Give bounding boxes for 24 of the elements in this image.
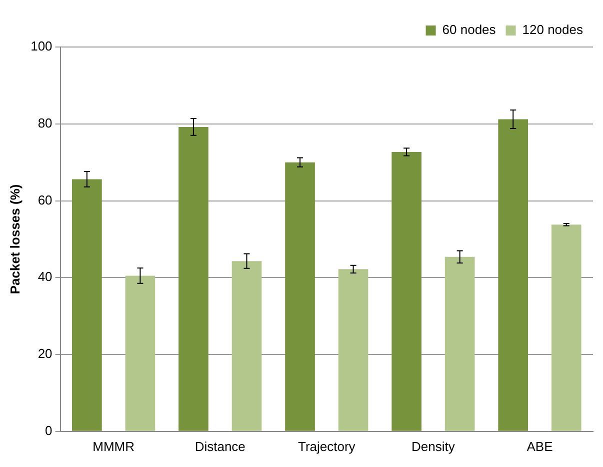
y-tick-label: 20	[38, 346, 52, 362]
y-tick-label: 100	[30, 38, 52, 54]
x-tick-label: Density	[412, 438, 456, 454]
bar	[125, 276, 156, 431]
bar	[338, 269, 368, 431]
y-tick-label: 0	[45, 422, 52, 438]
bar	[72, 179, 102, 431]
y-tick-label: 80	[38, 115, 52, 130]
x-tick-label: ABE	[526, 438, 554, 454]
y-axis-title: Packet losses (%)	[7, 184, 22, 294]
x-tick-label: Trajectory	[298, 438, 356, 454]
bar	[551, 224, 582, 431]
bar	[498, 119, 528, 431]
bar	[392, 152, 422, 431]
bar	[444, 256, 475, 431]
x-tick-label: Distance	[194, 438, 246, 454]
legend-label: 120 nodes	[522, 22, 584, 38]
y-tick-label: 60	[38, 192, 52, 208]
y-tick-label: 40	[38, 269, 52, 284]
bar	[178, 126, 208, 431]
x-tick-label: MMMR	[92, 438, 135, 454]
bar	[285, 162, 315, 431]
legend-label: 60 nodes	[442, 22, 496, 38]
bar	[232, 261, 262, 431]
